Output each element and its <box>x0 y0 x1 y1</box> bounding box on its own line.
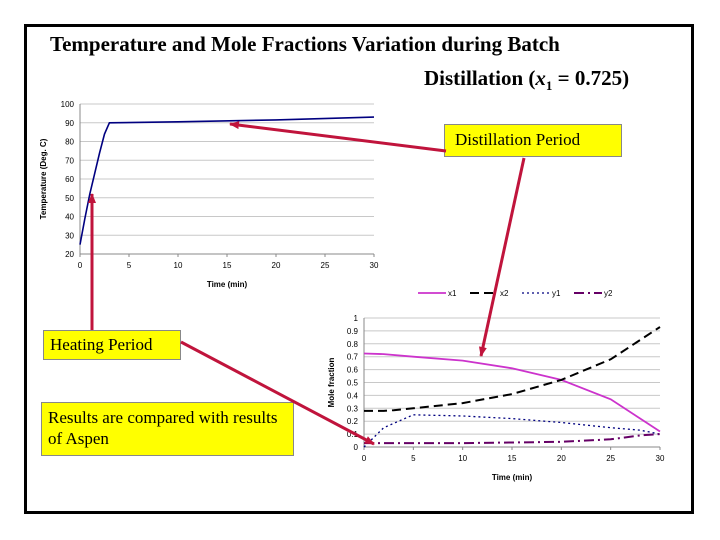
y-tick-label: 0.1 <box>347 430 359 439</box>
y-tick-label: 0.6 <box>347 366 359 375</box>
y-tick-label: 80 <box>65 138 74 147</box>
callout-distillation-period: Distillation Period <box>444 124 622 157</box>
y-tick-label: 50 <box>65 194 74 203</box>
y-tick-label: 30 <box>65 231 74 240</box>
y-tick-label: 0.3 <box>347 404 359 413</box>
y-axis-label: Mole fraction <box>327 357 336 407</box>
title-suffix: = 0.725) <box>552 66 630 90</box>
y-tick-label: 90 <box>65 119 74 128</box>
x-tick-label: 30 <box>656 454 665 463</box>
x-tick-label: 0 <box>362 454 367 463</box>
x-tick-label: 20 <box>272 261 281 270</box>
arrow-distillation-to-mole <box>479 157 526 357</box>
x-tick-label: 5 <box>411 454 416 463</box>
title-prefix: Distillation ( <box>424 66 536 90</box>
series-line-temperature <box>79 116 375 245</box>
x-tick-label: 10 <box>458 454 467 463</box>
x-tick-label: 10 <box>174 261 183 270</box>
y-tick-label: 100 <box>61 100 75 109</box>
x-tick-label: 0 <box>78 261 83 270</box>
y-tick-label: 0.4 <box>347 391 359 400</box>
x-tick-label: 25 <box>321 261 330 270</box>
y-tick-label: 0.5 <box>347 379 359 388</box>
y-tick-label: 0.7 <box>347 353 359 362</box>
legend-label-y1: y1 <box>552 289 561 298</box>
y-tick-label: 0.9 <box>347 327 359 336</box>
slide-title-line1: Temperature and Mole Fractions Variation… <box>50 32 560 56</box>
x-tick-label: 30 <box>370 261 379 270</box>
x-tick-label: 20 <box>557 454 566 463</box>
y-tick-label: 0.8 <box>347 340 359 349</box>
x-tick-label: 15 <box>223 261 232 270</box>
y-tick-label: 0 <box>354 443 359 452</box>
legend-label-x2: x2 <box>500 289 509 298</box>
series-line-y2 <box>364 433 661 445</box>
y-tick-label: 40 <box>65 213 74 222</box>
mole-fraction-chart: 00.10.20.30.40.50.60.70.80.910 5 10 15 20 25 3… <box>327 289 665 482</box>
slide-title-line2: Distillation (x1 = 0.725) <box>424 66 629 94</box>
x-tick-label: 25 <box>606 454 615 463</box>
legend-label-y2: y2 <box>604 289 613 298</box>
callout-heating-period: Heating Period <box>43 330 181 360</box>
y-tick-label: 0.2 <box>347 417 359 426</box>
series-line-x2 <box>364 326 661 412</box>
arrow-heating-to-mole <box>180 340 375 446</box>
y-tick-label: 60 <box>65 175 74 184</box>
callout-results-aspen: Results are compared with results of Asp… <box>41 402 294 456</box>
x-tick-label: 15 <box>508 454 517 463</box>
legend-label-x1: x1 <box>448 289 457 298</box>
title-subscript: 1 <box>545 78 553 94</box>
series-line-x1 <box>363 352 661 433</box>
y-axis-label: Temperature (Deg. C) <box>39 138 48 219</box>
y-tick-label: 70 <box>65 156 74 165</box>
arrow-distillation-to-temp <box>229 121 447 153</box>
temperature-chart: 20 30 40 50 60 70 80 90 100 0 5 10 15 20 25 30 Time (min… <box>39 100 379 289</box>
x-axis-label: Time (min) <box>207 280 248 289</box>
x-tick-label: 5 <box>127 261 132 270</box>
y-tick-label: 20 <box>65 250 74 259</box>
y-tick-label: 1 <box>354 314 359 323</box>
title-variable: x <box>535 66 546 90</box>
x-axis-label: Time (min) <box>492 473 533 482</box>
